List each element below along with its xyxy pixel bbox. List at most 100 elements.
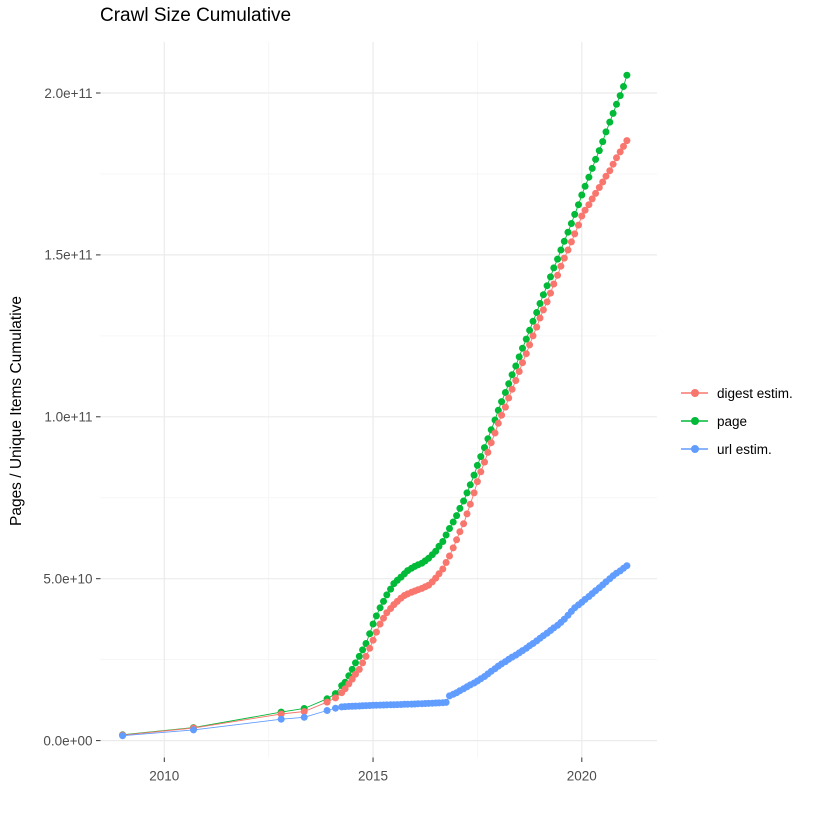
- data-point: [439, 538, 447, 545]
- data-point: [554, 255, 562, 263]
- data-point: [446, 525, 453, 532]
- data-point: [449, 518, 457, 526]
- data-point: [557, 262, 565, 270]
- data-point: [435, 542, 443, 550]
- data-point: [376, 620, 384, 628]
- data-point: [599, 138, 607, 146]
- data-point: [536, 300, 544, 307]
- data-point: [323, 698, 331, 706]
- data-point: [355, 665, 363, 673]
- data-point: [512, 362, 520, 370]
- legend-item-url-estim: url estim.: [681, 435, 793, 463]
- data-point: [599, 178, 607, 186]
- data-point: [491, 429, 499, 437]
- data-point: [564, 228, 572, 236]
- data-point: [529, 332, 537, 340]
- x-tick-label: 2010: [149, 769, 179, 784]
- legend-key-line-dot-icon: [681, 442, 708, 456]
- data-point: [588, 195, 596, 203]
- data-point: [547, 273, 554, 281]
- data-point: [592, 189, 600, 197]
- data-point: [463, 489, 471, 497]
- legend-label: url estim.: [717, 441, 772, 457]
- data-point: [449, 544, 457, 552]
- data-point: [355, 652, 363, 660]
- data-point: [432, 547, 440, 555]
- data-point: [623, 71, 631, 79]
- data-point: [508, 385, 516, 393]
- data-point: [623, 562, 631, 570]
- data-point: [362, 652, 370, 660]
- data-point: [473, 478, 481, 486]
- data-point: [119, 732, 127, 740]
- data-point: [536, 314, 544, 322]
- data-point: [616, 92, 624, 100]
- chart-title: Crawl Size Cumulative: [100, 5, 292, 26]
- data-point: [515, 353, 523, 361]
- data-point: [588, 164, 596, 172]
- data-point: [487, 439, 495, 447]
- data-point: [526, 326, 534, 334]
- data-point: [190, 726, 197, 734]
- data-point: [456, 504, 464, 512]
- data-point: [606, 167, 614, 175]
- data-point: [501, 389, 509, 396]
- data-point: [609, 160, 617, 168]
- data-point: [564, 246, 572, 254]
- series-line: [122, 565, 628, 737]
- data-point: [380, 597, 387, 605]
- data-point: [352, 659, 359, 667]
- data-point: [578, 212, 586, 220]
- data-point: [442, 559, 450, 566]
- data-point: [609, 109, 617, 117]
- data-point: [383, 591, 391, 599]
- data-point: [352, 670, 359, 678]
- data-point: [519, 359, 526, 367]
- data-point: [508, 371, 516, 379]
- data-point: [366, 630, 374, 638]
- data-point: [359, 659, 367, 667]
- data-point: [380, 614, 387, 622]
- data-point: [477, 453, 485, 461]
- legend-item-digest-estim: digest estim.: [681, 379, 793, 407]
- data-point: [581, 182, 589, 190]
- data-point: [456, 528, 464, 536]
- data-point: [435, 570, 443, 578]
- y-axis-title: Pages / Unique Items Cumulative: [8, 295, 25, 527]
- data-point: [439, 565, 447, 573]
- data-point: [470, 489, 478, 497]
- data-point: [585, 201, 593, 209]
- data-point: [620, 142, 627, 150]
- legend-key-line-dot-icon: [681, 386, 708, 400]
- y-tick-label: 2.0e+11: [44, 86, 92, 101]
- data-point: [567, 220, 575, 227]
- data-point: [332, 694, 339, 702]
- data-point: [557, 246, 565, 254]
- data-point: [348, 675, 356, 683]
- data-point: [578, 191, 586, 199]
- data-point: [494, 419, 502, 427]
- legend-key-line-dot-icon: [681, 414, 708, 428]
- data-point: [575, 201, 582, 209]
- data-point: [372, 628, 380, 636]
- data-point: [505, 380, 513, 388]
- data-point: [484, 448, 492, 456]
- data-point: [369, 636, 377, 644]
- data-point: [567, 238, 575, 246]
- data-point: [581, 206, 589, 214]
- y-tick-label: 1.0e+11: [44, 410, 92, 425]
- data-point: [463, 510, 471, 518]
- y-tick-label: 1.5e+11: [44, 248, 92, 263]
- data-point: [560, 254, 568, 262]
- data-point: [585, 173, 593, 181]
- data-point: [323, 707, 331, 714]
- data-point: [460, 497, 468, 505]
- data-point: [470, 471, 478, 479]
- data-point: [533, 323, 541, 331]
- data-point: [498, 411, 506, 419]
- y-tick-label: 0.0e+00: [43, 733, 92, 748]
- data-point: [481, 458, 488, 466]
- data-point: [498, 398, 506, 406]
- data-point: [446, 552, 453, 560]
- legend: digest estim. page url estim.: [681, 379, 793, 463]
